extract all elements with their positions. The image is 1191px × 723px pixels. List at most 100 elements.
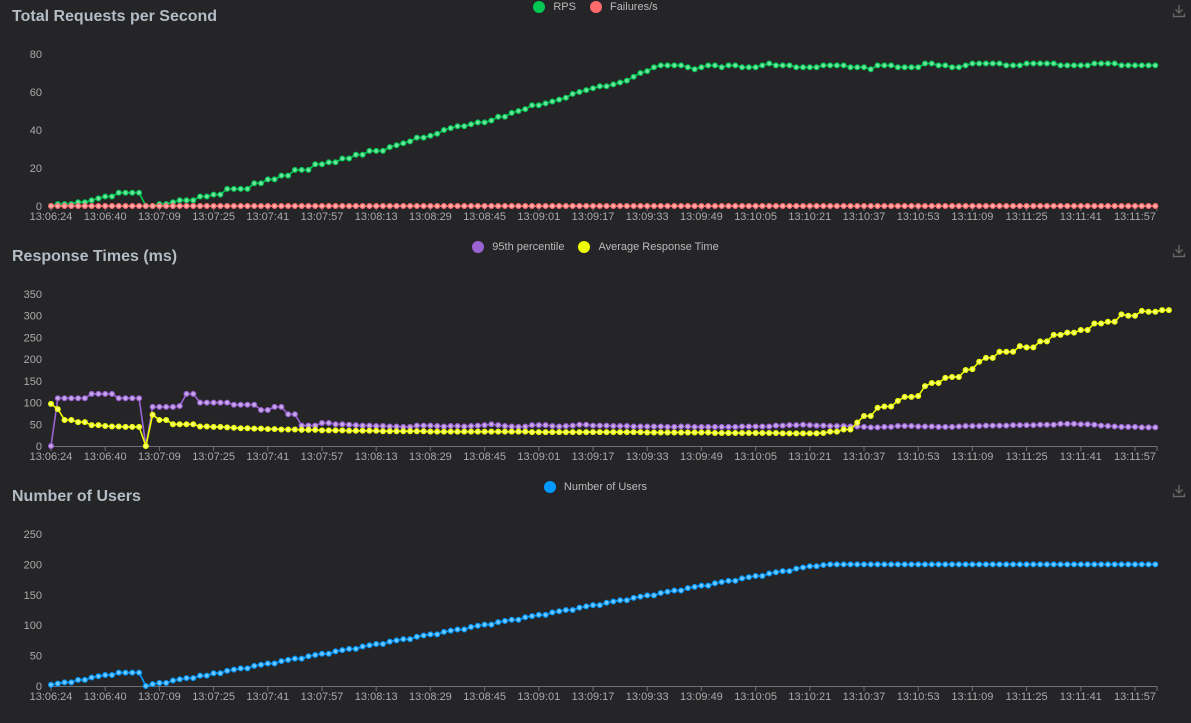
data-point	[1111, 318, 1118, 325]
data-point	[739, 575, 746, 582]
data-point	[779, 430, 786, 437]
data-point	[752, 64, 759, 71]
data-point	[224, 399, 231, 406]
data-point	[122, 189, 129, 196]
x-tick-label: 13:06:40	[84, 691, 127, 703]
data-point	[481, 422, 488, 429]
data-point	[779, 62, 786, 69]
data-point	[623, 429, 630, 436]
data-point	[806, 430, 813, 437]
data-point	[894, 203, 901, 210]
legend-item[interactable]: 95th percentile	[472, 241, 564, 253]
data-point	[1098, 320, 1105, 327]
data-point	[149, 203, 156, 210]
data-point	[678, 62, 685, 69]
data-point	[312, 651, 319, 658]
data-point	[210, 399, 217, 406]
legend-item[interactable]: Number of Users	[543, 481, 647, 493]
data-point	[786, 62, 793, 69]
y-tick-label: 60	[30, 87, 42, 99]
data-point	[75, 395, 82, 402]
data-point	[867, 203, 874, 210]
data-point	[949, 373, 956, 380]
data-point	[562, 429, 569, 436]
data-point	[786, 430, 793, 437]
data-point	[163, 416, 170, 423]
data-point	[793, 430, 800, 437]
data-point	[1071, 420, 1078, 427]
data-point	[549, 98, 556, 105]
data-point	[366, 642, 373, 649]
data-point	[190, 421, 197, 428]
data-point	[813, 430, 820, 437]
data-point	[1077, 561, 1084, 568]
legend-item[interactable]: Average Response Time	[578, 241, 719, 253]
data-point	[142, 443, 149, 450]
data-point	[529, 422, 536, 429]
legend-marker	[472, 241, 485, 253]
download-icon[interactable]	[1172, 4, 1186, 18]
data-point	[346, 203, 353, 210]
data-point	[285, 656, 292, 663]
data-point	[969, 423, 976, 430]
data-point	[1016, 561, 1023, 568]
data-point	[637, 203, 644, 210]
data-point	[203, 423, 210, 430]
data-point	[820, 429, 827, 436]
data-point	[739, 429, 746, 436]
data-point	[359, 203, 366, 210]
data-point	[840, 561, 847, 568]
data-point	[129, 669, 136, 676]
download-icon[interactable]	[1172, 484, 1186, 498]
data-point	[813, 203, 820, 210]
data-point	[725, 577, 732, 584]
data-point	[156, 416, 163, 423]
data-point	[955, 423, 962, 430]
data-point	[1037, 338, 1044, 345]
data-point	[556, 608, 563, 615]
data-point	[772, 203, 779, 210]
data-point	[888, 423, 895, 430]
data-point	[569, 429, 576, 436]
data-point	[996, 561, 1003, 568]
data-point	[352, 151, 359, 158]
x-tick-label: 13:08:13	[355, 691, 398, 703]
download-icon[interactable]	[1172, 244, 1186, 258]
data-point	[867, 561, 874, 568]
data-point	[183, 421, 190, 428]
y-tick-label: 100	[24, 620, 42, 632]
data-point	[623, 203, 630, 210]
data-point	[386, 423, 393, 430]
data-point	[522, 203, 529, 210]
data-point	[833, 203, 840, 210]
x-tick-label: 13:08:29	[409, 211, 452, 223]
data-point	[163, 403, 170, 410]
x-tick-label: 13:08:45	[463, 451, 506, 463]
data-point	[833, 62, 840, 69]
data-point	[468, 121, 475, 128]
y-tick-label: 0	[36, 201, 42, 213]
legend-item[interactable]: Failures/s	[589, 1, 658, 13]
series-line	[50, 62, 1156, 207]
data-point	[1165, 307, 1172, 314]
data-point	[427, 428, 434, 435]
data-point	[488, 117, 495, 124]
data-point	[989, 60, 996, 67]
data-point	[1057, 420, 1064, 427]
data-point	[650, 423, 657, 430]
data-point	[47, 400, 54, 407]
data-point	[779, 568, 786, 575]
chart-panel-1: Response Times (ms) 95th percentile Averag…	[0, 240, 1191, 480]
data-point	[840, 426, 847, 433]
legend-item[interactable]: RPS	[533, 1, 576, 13]
y-tick-label: 350	[24, 289, 42, 301]
data-point	[1071, 329, 1078, 336]
data-point	[806, 422, 813, 429]
data-point	[989, 422, 996, 429]
data-point	[81, 676, 88, 683]
data-point	[454, 428, 461, 435]
data-point	[861, 413, 868, 420]
legend-label: RPS	[553, 1, 576, 13]
data-point	[305, 653, 312, 660]
data-point	[928, 561, 935, 568]
